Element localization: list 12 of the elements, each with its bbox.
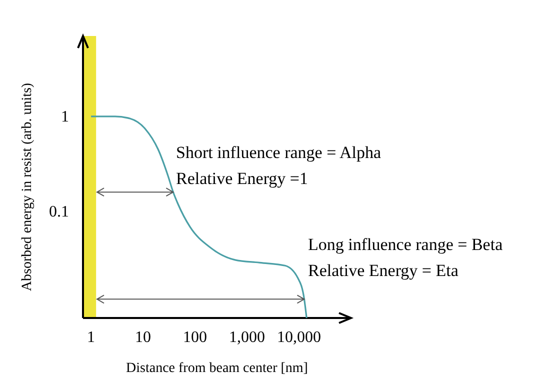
y-axis-title: Absorbed energy in resist (arb. units) xyxy=(20,82,35,292)
x-tick-label: 10,000 xyxy=(277,329,322,346)
annotation: Long influence range = Beta xyxy=(308,235,504,254)
annotation: Relative Energy = Eta xyxy=(308,261,459,280)
annotation: Short influence range = Alpha xyxy=(176,143,382,162)
x-axis-title: Distance from beam center [nm] xyxy=(126,361,308,376)
x-tick-label: 1,000 xyxy=(229,329,266,346)
annotation: Relative Energy =1 xyxy=(176,169,308,188)
x-tick-label: 10 xyxy=(135,329,152,346)
x-tick-label: 1 xyxy=(87,329,96,346)
x-tick-label: 100 xyxy=(183,329,208,346)
y-tick-label: 0.1 xyxy=(49,204,69,221)
